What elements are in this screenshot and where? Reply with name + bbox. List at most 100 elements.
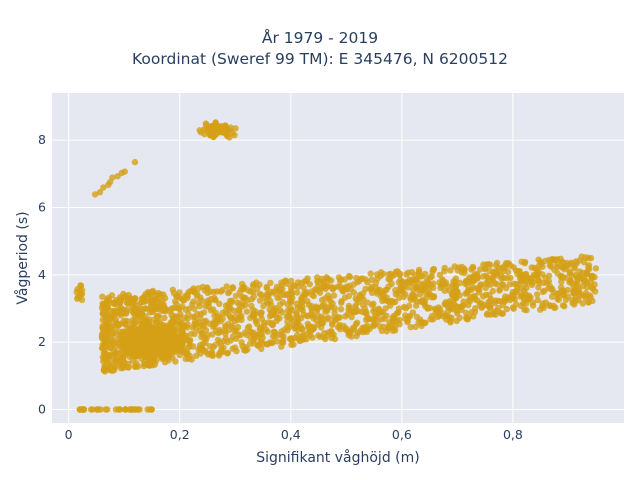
- data-point: [106, 178, 114, 186]
- data-point: [329, 321, 336, 329]
- data-point: [224, 349, 232, 357]
- data-point: [535, 284, 542, 291]
- data-point: [325, 276, 332, 284]
- data-point: [461, 269, 468, 277]
- data-point: [261, 294, 268, 301]
- data-point: [288, 341, 295, 348]
- data-point: [539, 271, 546, 278]
- data-point: [348, 313, 355, 321]
- chart-subtitle: Koordinat (Sweref 99 TM): E 345476, N 62…: [132, 50, 508, 68]
- data-point: [350, 326, 358, 333]
- data-point: [169, 286, 176, 293]
- data-point: [281, 277, 289, 285]
- data-point: [430, 266, 437, 273]
- data-point: [104, 300, 111, 307]
- data-point: [210, 122, 218, 129]
- data-point: [266, 339, 274, 346]
- data-point: [577, 272, 584, 279]
- data-point: [209, 331, 216, 338]
- data-point: [307, 326, 314, 334]
- data-point: [547, 258, 554, 265]
- data-point: [260, 340, 267, 347]
- data-point: [91, 191, 99, 198]
- data-point: [257, 311, 265, 318]
- data-point: [108, 329, 116, 337]
- data-point: [324, 292, 332, 299]
- data-point: [422, 319, 429, 326]
- data-point: [479, 273, 487, 280]
- data-point: [497, 309, 504, 317]
- data-point: [247, 314, 254, 322]
- data-point: [234, 299, 241, 306]
- data-point: [276, 315, 283, 322]
- data-point: [176, 336, 184, 344]
- data-point: [510, 305, 517, 312]
- data-point: [238, 299, 246, 307]
- data-point: [330, 292, 338, 299]
- data-point: [103, 313, 110, 320]
- data-point: [404, 318, 411, 326]
- data-point: [250, 337, 257, 344]
- data-point: [100, 184, 107, 191]
- data-point: [390, 325, 397, 332]
- data-point: [394, 268, 401, 275]
- data-point: [209, 352, 216, 359]
- data-point: [500, 268, 507, 275]
- data-point: [385, 271, 392, 278]
- data-point: [293, 310, 300, 317]
- data-point: [284, 318, 291, 325]
- data-point: [186, 337, 193, 344]
- chart-title: År 1979 - 2019: [261, 29, 379, 47]
- data-point: [313, 317, 320, 324]
- data-point: [176, 313, 183, 321]
- data-point: [74, 295, 81, 302]
- data-point: [112, 406, 120, 413]
- data-point: [256, 297, 264, 304]
- data-point: [402, 312, 409, 319]
- data-point: [198, 322, 205, 329]
- data-point: [107, 344, 115, 351]
- data-point: [121, 168, 128, 175]
- data-point: [559, 274, 567, 281]
- data-point: [252, 308, 259, 315]
- data-point: [165, 338, 172, 345]
- data-point: [262, 326, 270, 333]
- data-point: [570, 289, 578, 296]
- data-point: [429, 316, 437, 323]
- data-point: [214, 313, 221, 320]
- data-point: [409, 309, 417, 316]
- data-point: [361, 309, 368, 316]
- data-point: [122, 308, 130, 316]
- data-point: [137, 299, 145, 307]
- data-point: [108, 313, 115, 320]
- data-point: [250, 329, 258, 337]
- data-point: [259, 334, 266, 341]
- data-point: [226, 288, 233, 296]
- data-point: [370, 300, 377, 307]
- data-point: [559, 302, 567, 309]
- data-point: [592, 265, 600, 272]
- data-point: [277, 288, 284, 295]
- data-point: [154, 313, 161, 320]
- data-point: [514, 270, 521, 278]
- data-point: [583, 280, 590, 287]
- data-point: [112, 356, 119, 364]
- data-point: [314, 274, 321, 281]
- data-point: [322, 308, 329, 315]
- data-point: [142, 305, 149, 312]
- data-point: [245, 323, 253, 330]
- data-point: [140, 315, 147, 323]
- data-point: [360, 290, 367, 297]
- x-tick-label: 0,2: [170, 427, 190, 442]
- data-point: [413, 313, 420, 320]
- data-point: [546, 283, 554, 290]
- data-point: [276, 293, 283, 301]
- data-point: [197, 350, 204, 357]
- data-point: [450, 288, 457, 295]
- data-point: [199, 297, 206, 304]
- data-point: [441, 287, 448, 294]
- data-point: [458, 303, 466, 310]
- data-point: [121, 358, 128, 366]
- data-point: [253, 317, 260, 324]
- data-point: [337, 326, 344, 333]
